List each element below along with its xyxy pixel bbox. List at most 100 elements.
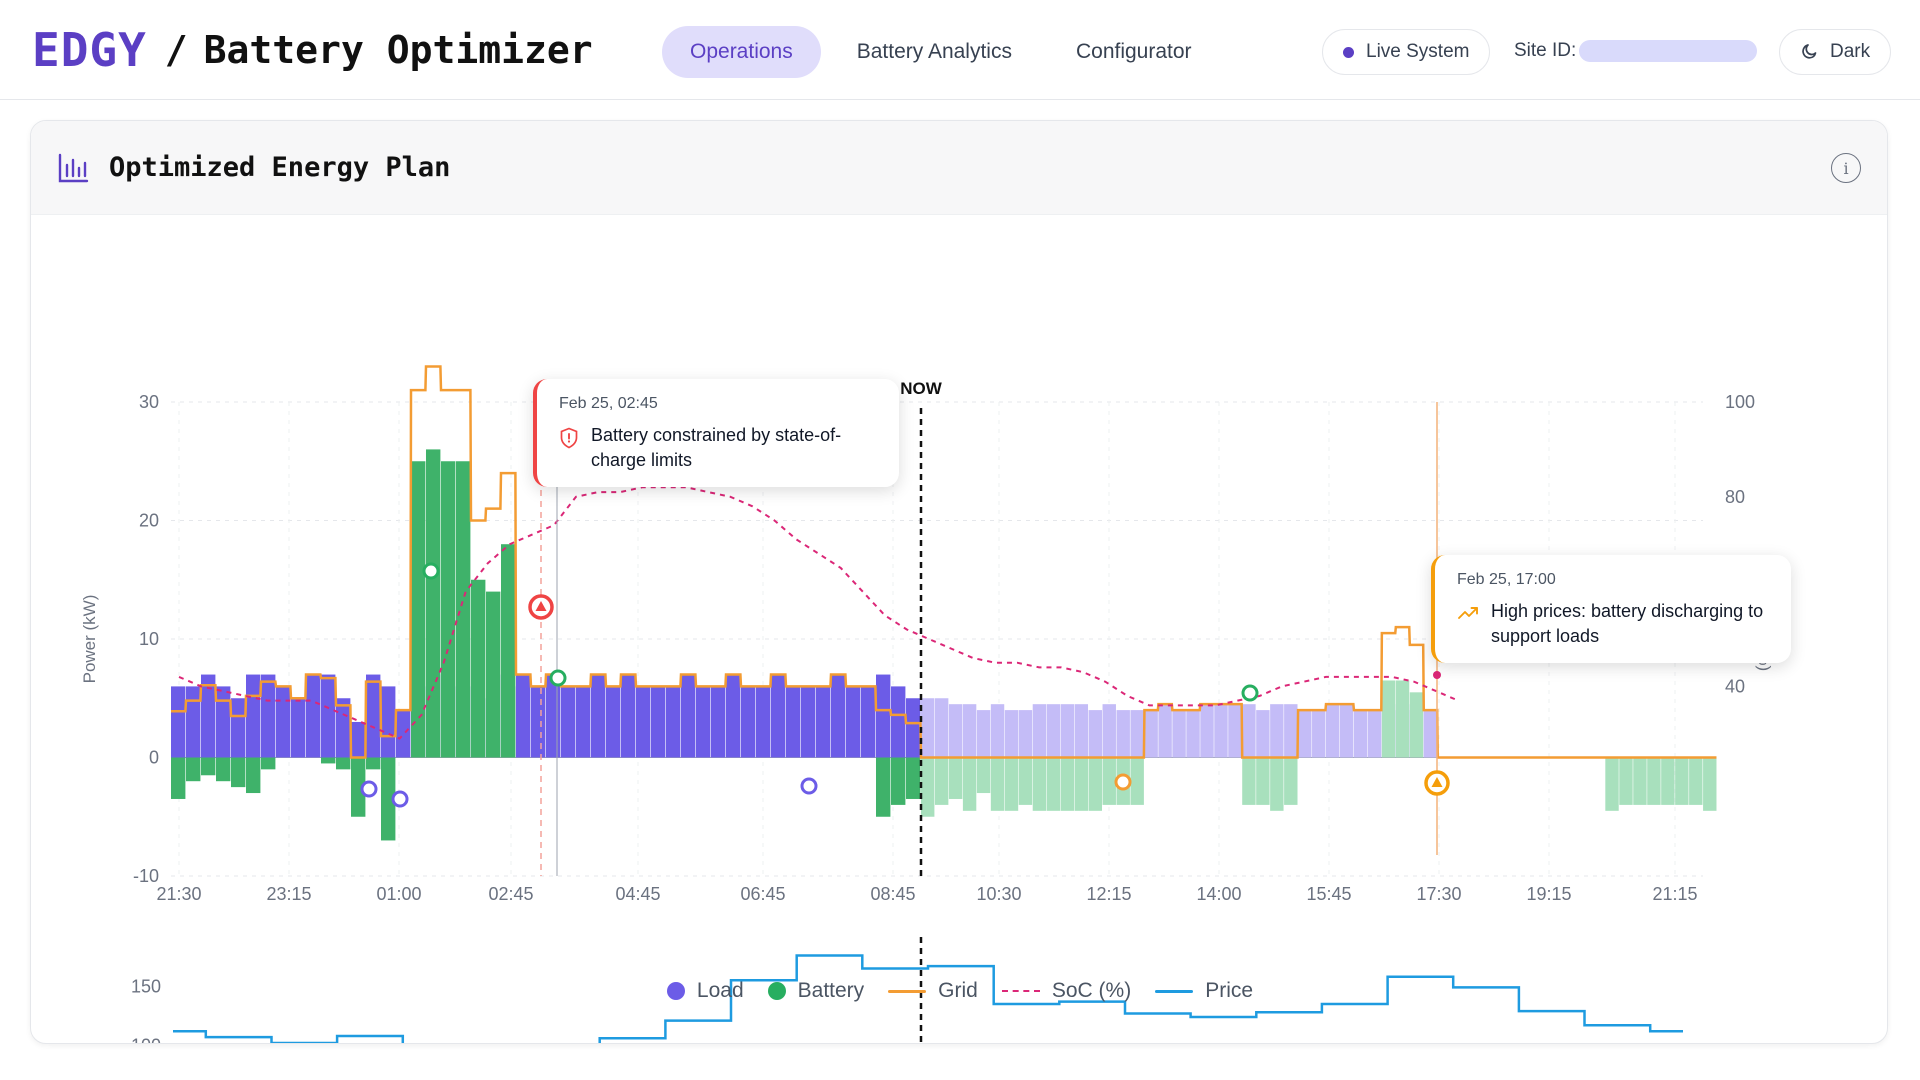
y-tick-label: 20 bbox=[139, 511, 159, 531]
site-id-field[interactable] bbox=[1579, 40, 1757, 62]
load-bar bbox=[1186, 710, 1200, 758]
battery-bar bbox=[366, 757, 381, 770]
legend-soc[interactable]: SoC (%) bbox=[1001, 979, 1132, 1003]
battery-bar bbox=[351, 757, 366, 817]
soc-line bbox=[178, 486, 1459, 740]
battery-bar bbox=[1381, 680, 1396, 758]
battery-bar bbox=[934, 757, 949, 805]
battery-bar bbox=[201, 757, 216, 776]
dark-mode-label: Dark bbox=[1830, 41, 1871, 62]
energy-plan-chart[interactable]: NOW 3020100-1010080604021:3023:1501:0002… bbox=[31, 215, 1888, 1044]
load-bar bbox=[771, 674, 786, 758]
battery-bar bbox=[891, 757, 906, 805]
load-bar bbox=[711, 686, 726, 758]
card-header: Optimized Energy Plan i bbox=[31, 121, 1887, 215]
energy-plan-card: Optimized Energy Plan i NOW 30 20 10 0 -10 10… bbox=[30, 120, 1888, 1044]
battery-bar bbox=[906, 757, 921, 799]
x-tick-label: 21:15 bbox=[1652, 884, 1697, 904]
battery-bar bbox=[171, 757, 186, 799]
brand[interactable]: EDGY / Battery Optimizer bbox=[32, 23, 593, 77]
battery-bar bbox=[321, 757, 336, 764]
tooltip-date: Feb 25, 02:45 bbox=[559, 395, 658, 412]
load-bar bbox=[1046, 704, 1061, 758]
legend-battery[interactable]: Battery bbox=[767, 979, 864, 1003]
load-bar bbox=[231, 698, 246, 758]
price-chart: 150 100 bbox=[131, 937, 1683, 1044]
battery-bar bbox=[216, 757, 231, 782]
battery-bar bbox=[1661, 757, 1675, 805]
battery-bar bbox=[921, 757, 935, 817]
battery-bar bbox=[948, 757, 963, 799]
load-bar bbox=[876, 674, 891, 758]
load-bar bbox=[336, 698, 351, 758]
alert-triangle-icon bbox=[535, 601, 547, 611]
soc-tick-label: 80 bbox=[1725, 487, 1745, 507]
legend-grid[interactable]: Grid bbox=[888, 979, 978, 1003]
load-bar bbox=[741, 686, 756, 758]
y-axis-label: Power (kW) bbox=[80, 595, 99, 684]
load-bar bbox=[1284, 704, 1298, 758]
load-bar bbox=[516, 674, 531, 758]
legend-label: Grid bbox=[938, 979, 978, 1002]
battery-bar bbox=[1647, 757, 1661, 805]
battery-bar bbox=[1703, 757, 1717, 811]
x-tick-label: 17:30 bbox=[1416, 884, 1461, 904]
soc-limit-tooltip: Feb 25, 02:45 Battery constrained by sta… bbox=[533, 379, 899, 487]
load-bar bbox=[801, 686, 816, 758]
battery-bar bbox=[1046, 757, 1061, 811]
legend-price[interactable]: Price bbox=[1155, 979, 1253, 1003]
battery-bar bbox=[1605, 757, 1619, 811]
load-bar bbox=[1004, 710, 1019, 758]
app-header: EDGY / Battery Optimizer Operations Batt… bbox=[0, 0, 1920, 100]
battery-marker bbox=[549, 669, 567, 687]
load-bar bbox=[1326, 704, 1340, 758]
tab-operations[interactable]: Operations bbox=[662, 26, 821, 78]
battery-bar bbox=[1130, 757, 1144, 805]
battery-bar bbox=[426, 449, 441, 758]
load-bar bbox=[396, 710, 411, 758]
bar-chart-icon bbox=[58, 153, 89, 182]
battery-bar bbox=[411, 461, 426, 758]
price-tick-label: 100 bbox=[131, 1035, 161, 1044]
tooltip-date: Feb 25, 17:00 bbox=[1457, 571, 1556, 588]
load-bar bbox=[651, 686, 666, 758]
title-separator: / bbox=[164, 28, 188, 72]
battery-bar bbox=[1060, 757, 1075, 811]
battery-bar bbox=[876, 757, 891, 817]
load-bar bbox=[1116, 710, 1130, 758]
battery-bar bbox=[1088, 757, 1102, 811]
load-bar bbox=[1200, 704, 1214, 758]
load-bar bbox=[636, 686, 651, 758]
y-tick-label: 10 bbox=[139, 629, 159, 649]
y-tick-label: -10 bbox=[133, 866, 159, 886]
live-system-label: Live System bbox=[1366, 41, 1470, 62]
battery-bar bbox=[246, 757, 261, 794]
load-bar bbox=[1423, 710, 1438, 758]
tab-battery-analytics[interactable]: Battery Analytics bbox=[856, 40, 1012, 63]
x-tick-label: 23:15 bbox=[266, 884, 311, 904]
legend-load[interactable]: Load bbox=[666, 979, 744, 1003]
load-bar bbox=[861, 686, 876, 758]
tab-configurator[interactable]: Configurator bbox=[1075, 40, 1192, 63]
battery-bar bbox=[1004, 757, 1019, 811]
load-bar bbox=[726, 674, 741, 758]
legend-label: SoC (%) bbox=[1051, 979, 1132, 1002]
main-nav: Operations Battery Analytics Configurato… bbox=[662, 26, 1220, 78]
live-system-badge[interactable]: Live System bbox=[1322, 29, 1491, 75]
load-bar bbox=[606, 686, 621, 758]
load-bar bbox=[1158, 704, 1172, 758]
legend-label: Load bbox=[696, 979, 744, 1002]
load-bar bbox=[246, 674, 261, 758]
load-bar bbox=[546, 674, 561, 758]
load-bar bbox=[381, 686, 396, 758]
battery-bar bbox=[261, 757, 276, 770]
y-tick-label: 30 bbox=[139, 392, 159, 412]
app-title: Battery Optimizer bbox=[203, 28, 593, 72]
dark-mode-button[interactable]: Dark bbox=[1779, 29, 1892, 75]
info-icon[interactable]: i bbox=[1831, 153, 1861, 183]
tooltip-text: Battery constrained by state-of-charge l… bbox=[591, 425, 842, 470]
card-title: Optimized Energy Plan bbox=[109, 152, 451, 183]
load-bar bbox=[186, 686, 201, 758]
load-bar bbox=[261, 674, 276, 758]
load-bar bbox=[171, 686, 186, 758]
